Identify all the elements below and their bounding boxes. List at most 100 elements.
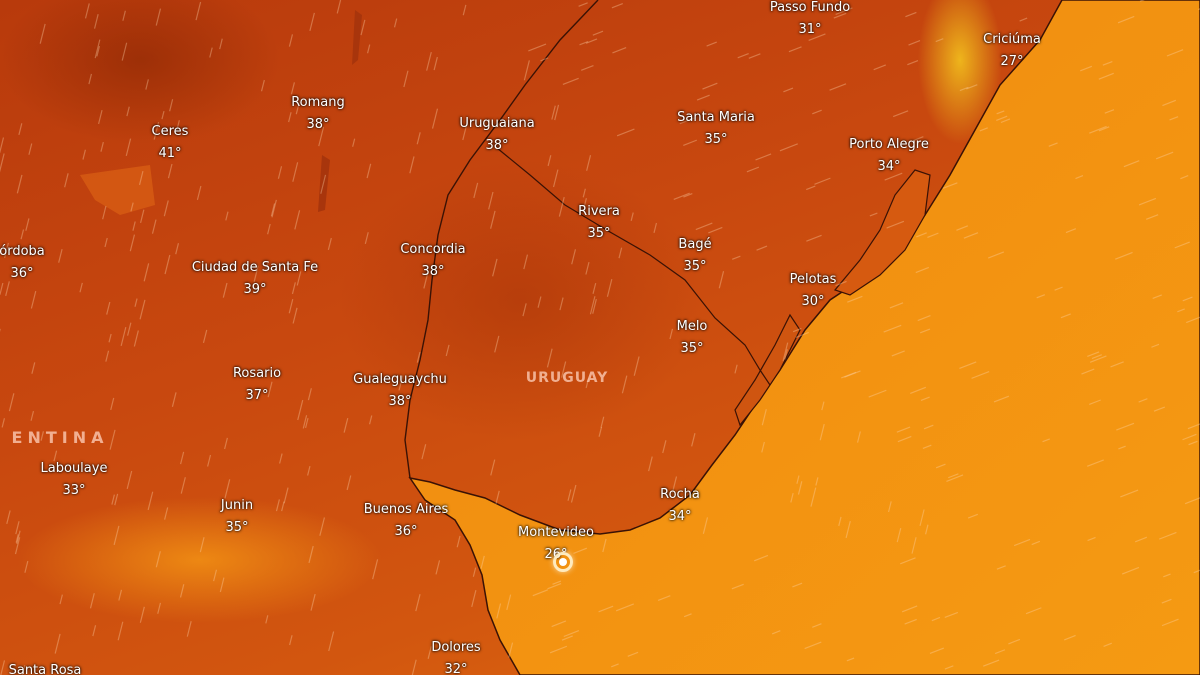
city-label[interactable]: Junin 35°	[221, 495, 253, 539]
city-label[interactable]: Romang 38°	[291, 92, 345, 136]
wind-streak	[886, 220, 905, 229]
wind-streak	[790, 492, 794, 503]
city-label[interactable]: Rocha 34°	[660, 484, 700, 528]
wind-streak	[82, 149, 86, 160]
lake	[318, 155, 330, 212]
city-label[interactable]: Porto Alegre 34°	[849, 134, 929, 178]
wind-streak	[366, 44, 371, 54]
wind-streak	[558, 197, 565, 217]
wind-streak	[143, 263, 150, 282]
wind-streak	[931, 616, 941, 622]
wind-streak	[260, 79, 265, 92]
wind-streak	[5, 281, 10, 297]
city-label[interactable]: Concordia 38°	[400, 239, 465, 283]
wind-streak	[6, 510, 11, 525]
wind-streak	[336, 0, 342, 14]
wind-streak	[1193, 569, 1200, 574]
wind-streak	[113, 525, 120, 546]
wind-streak	[423, 272, 429, 289]
wind-streak	[761, 409, 767, 426]
wind-streak	[602, 538, 607, 553]
wind-streak	[224, 437, 228, 450]
wind-streak	[551, 105, 556, 120]
wind-streak	[979, 127, 988, 132]
wind-streak	[589, 296, 596, 315]
wind-streak	[683, 193, 693, 198]
city-name: Uruguaiana	[459, 116, 535, 131]
wind-streak	[318, 126, 325, 147]
wind-streak	[833, 12, 847, 19]
city-label[interactable]: Buenos Aires 36°	[364, 499, 449, 543]
wind-streak	[294, 210, 301, 230]
city-label[interactable]: Ceres 41°	[152, 121, 189, 165]
wind-streak	[845, 520, 851, 539]
city-label[interactable]: Laboulaye 33°	[41, 458, 108, 502]
wind-streak	[346, 475, 352, 491]
wind-streak	[905, 11, 917, 18]
city-label[interactable]: Bagé 35°	[678, 234, 711, 278]
city-temperature: 36°	[10, 266, 34, 281]
wind-streak	[1161, 598, 1172, 604]
wind-streak	[753, 554, 769, 562]
wind-streak	[935, 463, 946, 469]
wind-streak	[838, 516, 842, 527]
wind-streak	[618, 247, 623, 259]
wind-streak	[106, 301, 111, 315]
wind-streak	[492, 258, 498, 277]
wind-streak	[16, 530, 21, 544]
city-label[interactable]: Ciudad de Santa Fe 39°	[192, 257, 318, 301]
city-label[interactable]: órdoba 36°	[0, 241, 45, 285]
wind-streak	[1188, 440, 1198, 446]
wind-streak	[1138, 398, 1148, 403]
wind-streak	[908, 39, 921, 46]
city-temperature: 38°	[306, 117, 330, 132]
wind-streak	[1139, 0, 1145, 2]
wind-streak	[495, 490, 500, 504]
city-temperature: 38°	[485, 138, 509, 153]
location-marker-icon[interactable]	[553, 552, 573, 572]
wind-streak	[462, 123, 468, 141]
city-label[interactable]: Dolores 32°	[431, 637, 480, 675]
wind-streak	[1075, 175, 1084, 180]
wind-streak	[104, 237, 108, 248]
city-label[interactable]: Rosario 37°	[233, 363, 281, 407]
city-label[interactable]: Gualeguaychu 38°	[353, 369, 447, 413]
wind-streak	[523, 254, 529, 270]
wind-streak	[1048, 142, 1058, 147]
wind-streak	[662, 440, 667, 454]
city-label[interactable]: Criciúma 27°	[983, 29, 1041, 73]
wind-streak	[755, 153, 772, 161]
city-label[interactable]: Melo 35°	[677, 316, 708, 360]
wind-streak	[806, 185, 816, 191]
city-label[interactable]: Uruguaiana 38°	[459, 113, 534, 157]
wind-streak	[907, 59, 919, 66]
wind-streak	[718, 271, 725, 289]
wind-streak	[792, 582, 803, 588]
wind-streak	[959, 361, 977, 369]
wind-streak	[53, 450, 58, 462]
wind-streak	[267, 381, 273, 398]
city-label[interactable]: Passo Fundo 31°	[770, 0, 850, 41]
city-label[interactable]: Santa Rosa	[9, 660, 82, 675]
wind-streak	[121, 42, 128, 61]
wind-streak	[126, 470, 133, 489]
wind-streak	[1031, 540, 1041, 546]
wind-streak	[611, 663, 619, 668]
city-label[interactable]: Rivera 35°	[578, 201, 620, 245]
wind-streak	[110, 397, 115, 411]
wind-streak	[562, 77, 579, 86]
wind-streak	[490, 459, 496, 476]
wind-streak	[88, 73, 93, 85]
wind-streak	[20, 229, 25, 240]
city-temperature: 34°	[877, 159, 901, 174]
wind-streak	[896, 527, 902, 543]
wind-streak	[281, 501, 285, 512]
city-label[interactable]: Santa Maria 35°	[677, 107, 755, 151]
wind-streak	[224, 479, 231, 499]
wind-streak	[139, 209, 145, 223]
city-label[interactable]: Pelotas 30°	[790, 269, 837, 313]
wind-streak	[782, 342, 789, 362]
wind-streak	[1186, 316, 1200, 324]
wind-streak	[592, 298, 597, 314]
